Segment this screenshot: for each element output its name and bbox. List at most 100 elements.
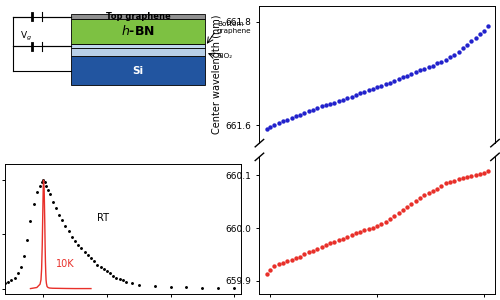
Point (364, 226, 372, 231)
Bar (71, 56, 205, 85)
Point (356, 91, 364, 96)
Point (318, 104, 326, 109)
Point (438, 184, 446, 188)
Point (369, 86, 377, 91)
Point (334, 99, 342, 103)
Point (394, 211, 402, 216)
Point (484, 23, 492, 28)
Point (480, 170, 488, 175)
Point (450, 52, 458, 57)
Point (296, 254, 304, 259)
Text: Bottom
graphene: Bottom graphene (217, 20, 252, 34)
Point (279, 260, 287, 265)
Point (438, 59, 446, 64)
Point (360, 89, 368, 94)
Point (420, 66, 428, 71)
Point (454, 49, 462, 54)
Point (352, 231, 360, 236)
Point (309, 248, 317, 253)
Point (480, 28, 488, 33)
Text: $\it{h}$-BN: $\it{h}$-BN (121, 24, 155, 38)
Point (394, 77, 402, 82)
Point (334, 238, 342, 243)
Point (360, 228, 368, 232)
Point (403, 205, 411, 209)
Point (472, 172, 480, 177)
Point (433, 61, 441, 66)
Point (322, 242, 330, 247)
Point (408, 201, 416, 206)
Point (472, 36, 480, 40)
Point (390, 79, 398, 83)
Bar (71, 14, 205, 19)
Point (339, 236, 347, 241)
Point (364, 88, 372, 93)
Point (468, 39, 475, 44)
Point (274, 121, 282, 126)
Point (270, 264, 278, 268)
Point (326, 101, 334, 106)
Text: V$_g$: V$_g$ (20, 30, 32, 43)
Point (313, 246, 321, 251)
Point (459, 46, 467, 51)
Point (300, 252, 308, 257)
Bar (71, 48, 205, 56)
Point (476, 32, 484, 37)
Bar (71, 44, 205, 48)
Point (270, 123, 278, 128)
Point (330, 100, 338, 105)
Point (318, 244, 326, 249)
Point (390, 214, 398, 219)
Point (339, 97, 347, 102)
Point (382, 219, 390, 224)
Point (348, 94, 356, 99)
Point (369, 225, 377, 230)
Point (356, 230, 364, 234)
Point (274, 262, 282, 266)
Point (454, 177, 462, 182)
Point (416, 68, 424, 73)
Point (399, 75, 407, 80)
Point (476, 171, 484, 176)
Text: 10K: 10K (56, 259, 74, 269)
Point (484, 169, 492, 173)
Point (279, 119, 287, 124)
Point (300, 111, 308, 116)
Point (433, 186, 441, 191)
Point (424, 65, 432, 70)
Point (420, 193, 428, 198)
Point (348, 232, 356, 237)
Point (424, 191, 432, 196)
Point (352, 93, 360, 98)
Point (463, 175, 471, 179)
Bar (71, 19, 205, 44)
Point (292, 256, 300, 260)
Point (343, 96, 351, 100)
Point (378, 222, 386, 227)
Text: Si: Si (132, 66, 143, 76)
Y-axis label: Center wavelength (nm): Center wavelength (nm) (212, 15, 222, 134)
Point (309, 107, 317, 112)
Point (343, 235, 351, 239)
Point (284, 118, 292, 122)
Point (382, 82, 390, 86)
Point (288, 257, 296, 262)
Point (373, 85, 381, 90)
Text: RT: RT (98, 213, 110, 224)
Point (266, 268, 274, 273)
Point (288, 116, 296, 121)
Point (386, 80, 394, 85)
Point (373, 224, 381, 228)
Text: SiO₂: SiO₂ (217, 53, 232, 59)
Point (304, 109, 312, 113)
Point (450, 178, 458, 183)
Point (399, 208, 407, 212)
Point (313, 106, 321, 110)
Point (412, 198, 420, 203)
Point (416, 196, 424, 200)
Point (304, 250, 312, 255)
Point (330, 239, 338, 244)
Point (296, 112, 304, 117)
Text: Top graphene: Top graphene (106, 12, 170, 21)
Point (429, 63, 437, 68)
